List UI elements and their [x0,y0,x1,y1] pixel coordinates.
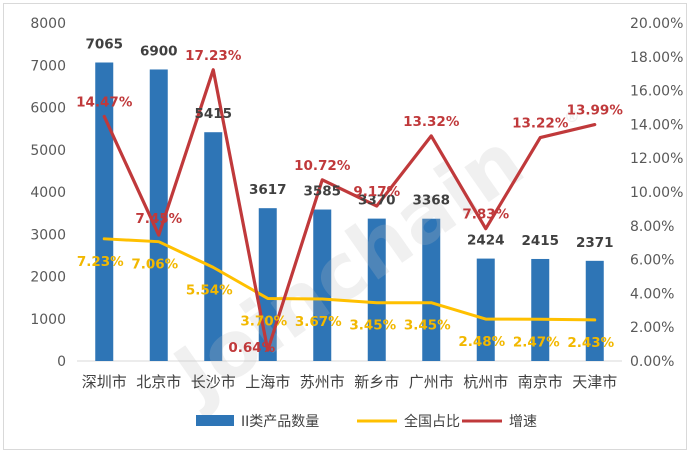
y2-axis-tick-label: 0.00% [630,354,674,370]
share-value-label: 7.06% [131,257,178,273]
legend-label: 全国占比 [404,413,460,430]
bar [367,218,386,361]
y2-axis-tick-label: 4.00% [630,286,674,302]
watermark-registered-mark: ® [564,107,580,126]
bar [585,260,604,361]
share-value-label: 7.23% [77,254,124,270]
bar-value-label: 2371 [576,235,614,251]
y-axis-tick-label: 8000 [30,16,66,32]
share-value-label: 3.45% [404,318,451,334]
bar [531,258,550,361]
bar [204,132,223,361]
growth-value-label: 7.83% [462,207,509,223]
share-value-label: 2.47% [513,334,560,350]
y2-axis-tick-label: 14.00% [630,117,683,133]
x-axis-category-label: 广州市 [409,373,454,391]
y2-axis-tick-label: 6.00% [630,253,674,269]
growth-value-label: 9.17% [353,184,400,200]
growth-value-label: 7.45% [135,211,182,227]
y-axis-tick-label: 1000 [30,312,66,328]
legend-label: 增速 [509,414,537,430]
x-axis-category-label: 长沙市 [191,373,236,391]
bar-value-label: 7065 [85,37,123,53]
x-axis-category-label: 新乡市 [354,373,399,391]
y2-axis-tick-label: 16.00% [630,84,683,100]
chart-frame [3,3,687,450]
bar-value-label: 2424 [467,233,505,249]
y-axis-tick-label: 7000 [30,58,66,74]
y2-axis-tick-label: 12.00% [630,151,683,167]
growth-value-label: 10.72% [294,158,351,174]
share-value-label: 3.67% [295,314,342,330]
growth-value-label: 13.99% [567,103,624,119]
x-axis-category-label: 苏州市 [300,373,345,391]
y-axis-tick-label: 0 [57,354,66,370]
y2-axis-tick-label: 10.00% [630,185,683,201]
bar-value-label: 3370 [358,193,396,209]
y2-axis-tick-label: 18.00% [630,50,683,66]
y-axis-tick-label: 3000 [30,227,66,243]
share-value-label: 2.43% [567,335,614,351]
bar-value-label: 2415 [521,233,559,249]
y2-axis-tick-label: 20.00% [630,16,683,32]
legend-bar-swatch [196,415,234,426]
growth-line [102,68,597,352]
bar [149,69,168,361]
growth-value-label: 0.64% [228,340,275,356]
bar [95,62,114,361]
growth-value-label: 17.23% [185,48,242,64]
bar-value-label: 3585 [303,184,341,200]
share-value-label: 2.48% [458,334,505,350]
y-axis-tick-label: 2000 [30,270,66,286]
bar-value-label: 6900 [140,43,178,59]
growth-value-label: 13.22% [512,116,569,132]
x-axis-category-label: 上海市 [245,373,290,391]
share-value-label: 5.54% [186,282,233,298]
x-axis-category-label: 杭州市 [463,373,508,391]
bar [476,258,495,361]
x-axis-category-label: 深圳市 [82,373,127,391]
growth-value-label: 13.32% [403,114,460,130]
growth-value-label: 14.47% [76,94,133,110]
y2-axis-tick-label: 2.00% [630,320,674,336]
share-line [102,237,597,322]
y2-axis-tick-label: 8.00% [630,219,674,235]
y-axis-tick-label: 6000 [30,101,66,117]
bar [422,218,441,361]
bar-value-label: 3368 [412,193,450,209]
x-axis-category-label: 北京市 [136,373,181,391]
bar-value-label: 3617 [249,182,287,198]
bar [313,209,332,361]
y-axis-tick-label: 5000 [30,143,66,159]
share-value-label: 3.45% [349,318,396,334]
legend-label: II类产品数量 [241,414,319,430]
share-value-label: 3.70% [240,313,287,329]
bar-value-label: 5415 [194,106,232,122]
y-axis-tick-label: 4000 [30,185,66,201]
x-axis-category-label: 天津市 [572,373,617,391]
x-axis-category-label: 南京市 [518,373,563,391]
